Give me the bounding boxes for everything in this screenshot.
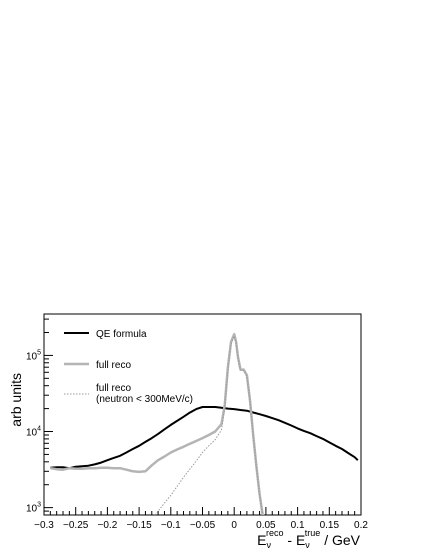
x-axis-title-unit: / GeV (320, 532, 360, 548)
legend-label-full-reco-neutron-line2: (neutron < 300MeV/c) (96, 394, 193, 405)
x-tick-label: 0.1 (291, 520, 305, 531)
series-qe-formula-line (50, 406, 359, 470)
x-axis-title-sub-reco: ν (267, 540, 272, 550)
y-axis-title: arb units (8, 373, 24, 427)
series-full-reco-line (50, 332, 264, 515)
legend-label-qe-formula: QE formula (96, 329, 147, 340)
x-axis-title-sub-true: ν (305, 540, 310, 550)
x-tick-label: −0.15 (126, 520, 152, 531)
legend-label-full-reco-neutron: full reco (96, 383, 131, 394)
y-tick-label: 103 (26, 502, 41, 515)
x-tick-label: 0.15 (320, 520, 340, 531)
legend: QE formula full reco full reco (neutron … (64, 329, 193, 405)
x-tick-label: −0.3 (34, 520, 54, 531)
x-axis-title-e-reco: E (257, 532, 266, 548)
series-full-reco-neutron-line (154, 335, 264, 515)
x-tick-label: 0.05 (256, 520, 276, 531)
y-axis: 103 104 105 (26, 318, 53, 516)
y-tick-label: 104 (26, 426, 41, 439)
legend-label-full-reco: full reco (96, 360, 131, 371)
x-tick-label: 0.2 (354, 520, 368, 531)
x-axis-title-sup-true: true (305, 528, 321, 538)
x-tick-label: −0.05 (190, 520, 216, 531)
x-tick-label: −0.1 (161, 520, 181, 531)
x-axis-title-minus-e: - E (284, 532, 306, 548)
plot-frame (43, 313, 362, 516)
y-tick-label: 105 (26, 349, 41, 362)
x-tick-label: 0 (231, 520, 237, 531)
x-axis: −0.3 −0.25 −0.2 −0.15 −0.1 −0.05 0 0.05 0.1 0.15 0… (34, 507, 368, 531)
x-tick-label: −0.2 (98, 520, 118, 531)
x-axis-title: Eνreco - Eνtrue / GeV (257, 528, 361, 550)
x-tick-label: −0.25 (63, 520, 89, 531)
x-axis-title-sup-reco: reco (266, 528, 284, 538)
